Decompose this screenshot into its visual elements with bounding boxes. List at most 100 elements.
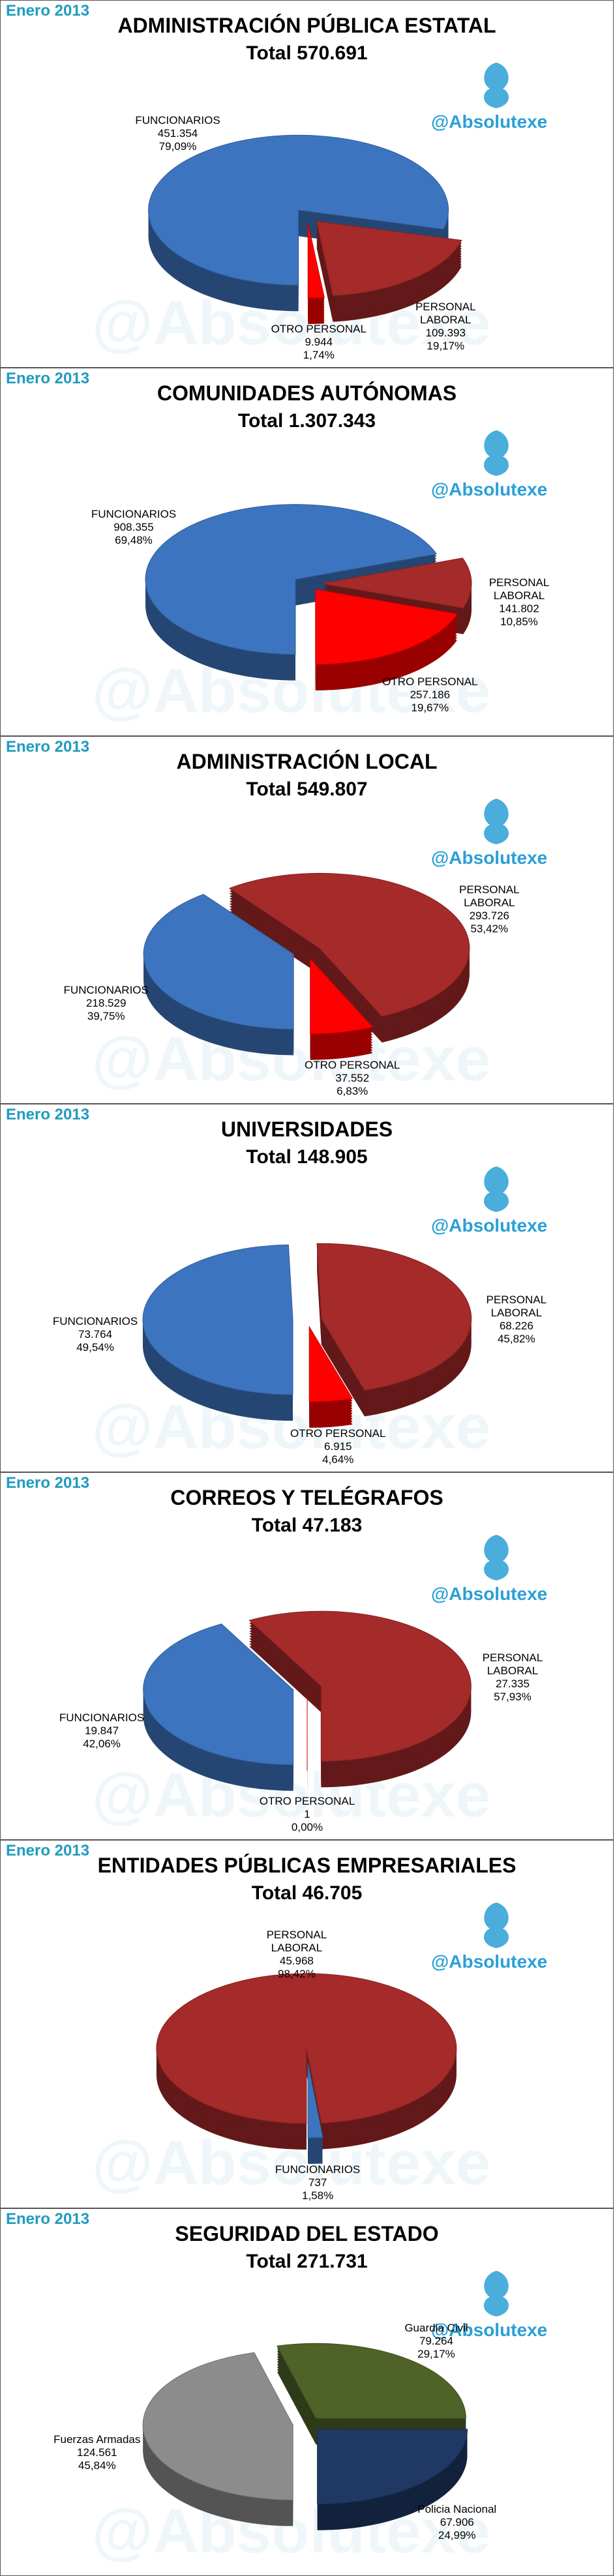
label-percentage: 39,75% xyxy=(87,1009,125,1022)
label-value: 293.726 xyxy=(469,910,510,923)
slice xyxy=(248,1610,472,1762)
data-label: PERSONAL LABORAL 68.226 45,82% xyxy=(461,1294,572,1346)
label-category: FUNCIONARIOS xyxy=(63,983,149,996)
label-value: 27.335 xyxy=(495,1678,530,1691)
chart-title: ADMINISTRACIÓN PÚBLICA ESTATAL xyxy=(117,14,496,37)
data-label: FUNCIONARIOS 737 1,58% xyxy=(262,2163,373,2202)
label-value: 45.968 xyxy=(279,1955,314,1968)
brand: @Absolutexe xyxy=(431,1951,548,1972)
label-category: OTRO PERSONAL xyxy=(382,675,478,688)
label-percentage: 42,06% xyxy=(83,1737,121,1750)
label-value: 218.529 xyxy=(85,996,127,1009)
label-value: 37.552 xyxy=(335,1072,370,1084)
slice xyxy=(228,872,470,1017)
brand: @Absolutexe xyxy=(431,848,548,868)
slice xyxy=(143,1623,294,1766)
logo xyxy=(483,1902,509,1948)
chart-subtitle: Total 570.691 xyxy=(246,42,368,64)
chart-title: ADMINISTRACIÓN LOCAL xyxy=(176,750,438,773)
label-value: 109.393 xyxy=(425,327,466,340)
slice xyxy=(142,2352,293,2500)
brand: @Absolutexe xyxy=(431,2320,548,2340)
label-percentage: 6,83% xyxy=(337,1085,368,1097)
brand: @Absolutexe xyxy=(431,111,548,132)
label-percentage: 57,93% xyxy=(494,1691,532,1704)
label-value: 19.847 xyxy=(85,1724,119,1737)
data-label: OTRO PERSONAL 6.915 4,64% xyxy=(282,1427,393,1466)
label-category: PERSONAL LABORAL xyxy=(415,301,476,327)
label-category: Guardia Civil xyxy=(404,2322,468,2335)
label-category: OTRO PERSONAL xyxy=(271,323,367,335)
slice xyxy=(316,1243,472,1391)
chart-title: COMUNIDADES AUTÓNOMAS xyxy=(157,381,457,405)
pie-chart xyxy=(148,134,462,324)
data-label: PERSONAL LABORAL 293.726 53,42% xyxy=(434,883,545,936)
logo-shape xyxy=(483,1902,509,1948)
pie-chart xyxy=(142,1243,472,1428)
logo xyxy=(483,2271,509,2317)
header: Enero 2013 xyxy=(6,370,90,387)
slice xyxy=(308,1325,353,1402)
brand: @Absolutexe xyxy=(431,479,548,499)
label-value: 737 xyxy=(308,2176,327,2189)
data-label: OTRO PERSONAL 1 0,00% xyxy=(252,1795,363,1834)
label-value: 9.944 xyxy=(305,336,333,348)
data-label: Fuerzas Armadas 124.561 45,84% xyxy=(42,2433,153,2472)
data-label: PERSONAL LABORAL 45.968 98,42% xyxy=(241,1929,352,1981)
label-category: FUNCIONARIOS xyxy=(135,113,220,126)
slice xyxy=(148,134,449,286)
label-value: 257.186 xyxy=(410,688,451,701)
pie-chart xyxy=(142,2343,468,2530)
data-label: Policia Nacional 67.906 24,99% xyxy=(402,2503,513,2542)
data-label: OTRO PERSONAL 257.186 19,67% xyxy=(374,675,485,715)
label-value: 124.561 xyxy=(77,2446,117,2459)
slice xyxy=(277,2343,466,2419)
label-percentage: 45,84% xyxy=(78,2459,116,2472)
chart-subtitle: Total 148.905 xyxy=(246,1146,368,1168)
slice xyxy=(142,1244,293,1395)
label-category: OTRO PERSONAL xyxy=(259,1795,355,1807)
slice xyxy=(145,504,438,655)
data-label: FUNCIONARIOS 218.529 39,75% xyxy=(51,984,162,1023)
label-percentage: 19,17% xyxy=(427,340,465,353)
label-value: 79.264 xyxy=(419,2335,453,2348)
slice xyxy=(143,893,294,1029)
header: Enero 2013 xyxy=(6,738,90,756)
chart-panel: @Absolutexe Enero 2013 ADMINISTRACIÓN LOCA… xyxy=(0,736,614,1104)
chart-subtitle: Total 549.807 xyxy=(246,778,368,800)
label-category: PERSONAL LABORAL xyxy=(488,576,550,602)
label-percentage: 10,85% xyxy=(500,615,538,628)
label-percentage: 45,82% xyxy=(497,1333,535,1346)
chart-panel: @Absolutexe Enero 2013 COMUNIDADES AUTÓNOM… xyxy=(0,368,614,736)
data-label: OTRO PERSONAL 37.552 6,83% xyxy=(297,1059,408,1098)
label-value: 67.906 xyxy=(440,2515,474,2528)
brand: @Absolutexe xyxy=(431,1584,548,1604)
label-percentage: 79,09% xyxy=(158,140,197,153)
label-percentage: 24,99% xyxy=(438,2528,476,2541)
pie-chart xyxy=(156,1973,457,2164)
label-value: 908.355 xyxy=(113,520,154,533)
label-category: OTRO PERSONAL xyxy=(290,1427,386,1440)
logo xyxy=(483,799,509,844)
pie-chart xyxy=(143,1610,472,1796)
label-value: 68.226 xyxy=(499,1320,533,1333)
data-label: FUNCIONARIOS 19.847 42,06% xyxy=(46,1711,157,1751)
label-percentage: 19,67% xyxy=(411,701,449,714)
label-percentage: 1,74% xyxy=(303,349,335,361)
header: Enero 2013 xyxy=(6,2210,90,2228)
logo-shape xyxy=(483,1166,509,1212)
data-label: FUNCIONARIOS 451.354 79,09% xyxy=(123,114,233,153)
label-category: FUNCIONARIOS xyxy=(91,507,177,520)
label-category: FUNCIONARIOS xyxy=(59,1711,145,1724)
slice xyxy=(321,557,472,609)
chart-title: CORREOS Y TELÉGRAFOS xyxy=(170,1486,443,1509)
label-category: PERSONAL LABORAL xyxy=(266,1929,327,1955)
label-percentage: 53,42% xyxy=(470,923,509,936)
label-category: OTRO PERSONAL xyxy=(304,1059,400,1071)
label-category: PERSONAL LABORAL xyxy=(486,1294,547,1320)
logo xyxy=(483,430,509,476)
label-category: Fuerzas Armadas xyxy=(53,2433,141,2446)
chart-title: ENTIDADES PÚBLICAS EMPRESARIALES xyxy=(97,1854,517,1877)
label-category: FUNCIONARIOS xyxy=(275,2163,361,2176)
